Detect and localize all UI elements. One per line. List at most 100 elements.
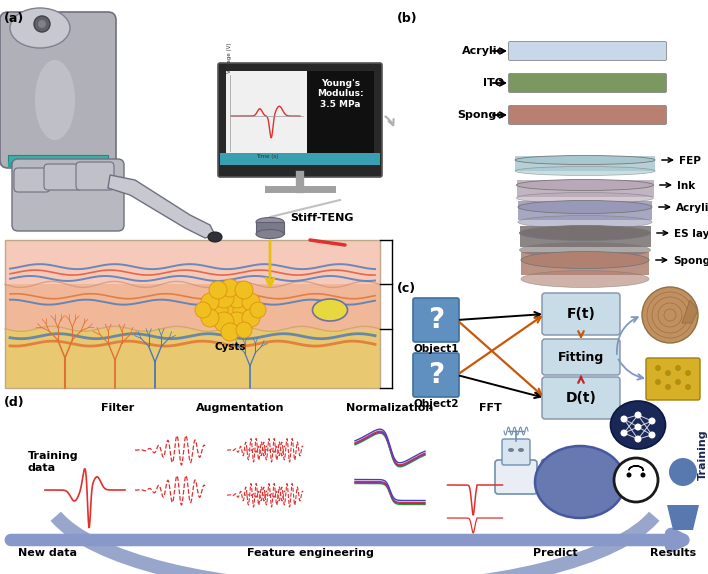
Text: Object1: Object1 — [413, 344, 459, 354]
Text: ES layer: ES layer — [674, 229, 708, 239]
Circle shape — [221, 323, 239, 341]
Text: F(t): F(t) — [566, 307, 595, 321]
Polygon shape — [108, 175, 215, 238]
Text: Object2: Object2 — [413, 399, 459, 409]
Circle shape — [627, 472, 632, 478]
Circle shape — [227, 288, 247, 308]
Text: Ink: Ink — [677, 181, 695, 191]
Circle shape — [642, 287, 698, 343]
Text: D(t): D(t) — [566, 391, 596, 405]
Text: Cysts: Cysts — [215, 342, 246, 352]
Circle shape — [235, 281, 253, 299]
Ellipse shape — [518, 200, 652, 214]
Text: ?: ? — [428, 306, 444, 334]
Bar — [256, 222, 284, 234]
Circle shape — [655, 365, 661, 371]
Ellipse shape — [521, 270, 649, 288]
Text: Acrylic: Acrylic — [462, 46, 504, 56]
Ellipse shape — [515, 156, 655, 165]
Circle shape — [665, 384, 671, 390]
Circle shape — [634, 436, 641, 443]
Text: Training: Training — [698, 430, 708, 480]
Ellipse shape — [208, 232, 222, 242]
Bar — [307, 71, 374, 153]
Circle shape — [233, 299, 255, 321]
Circle shape — [634, 424, 641, 430]
Polygon shape — [682, 300, 698, 323]
Circle shape — [669, 458, 697, 486]
Circle shape — [38, 20, 46, 28]
Text: Stiff-TENG: Stiff-TENG — [290, 213, 353, 223]
Ellipse shape — [518, 448, 524, 452]
Circle shape — [214, 288, 234, 308]
Circle shape — [620, 416, 627, 422]
Text: Acrylic: Acrylic — [676, 203, 708, 213]
FancyBboxPatch shape — [646, 358, 700, 400]
Text: Training
data: Training data — [28, 451, 79, 473]
FancyBboxPatch shape — [44, 164, 82, 190]
FancyBboxPatch shape — [0, 12, 116, 168]
Circle shape — [218, 298, 242, 322]
Circle shape — [665, 370, 671, 376]
Text: Predict: Predict — [532, 548, 577, 558]
Bar — [520, 226, 651, 247]
Text: ML
Model: ML Model — [559, 468, 601, 496]
Bar — [517, 180, 654, 197]
Text: Feature engineering: Feature engineering — [246, 548, 373, 558]
Circle shape — [227, 312, 247, 332]
Text: (d): (d) — [4, 396, 25, 409]
Text: (b): (b) — [397, 12, 418, 25]
Text: ?: ? — [428, 361, 444, 389]
Text: (a): (a) — [4, 12, 24, 25]
Circle shape — [675, 365, 681, 371]
Ellipse shape — [610, 401, 666, 449]
Ellipse shape — [312, 299, 348, 321]
Text: ITO: ITO — [483, 78, 504, 88]
Ellipse shape — [535, 446, 625, 518]
Circle shape — [242, 293, 260, 311]
Text: Voltage (V): Voltage (V) — [227, 42, 232, 73]
Polygon shape — [5, 284, 380, 329]
Ellipse shape — [517, 192, 653, 204]
Circle shape — [641, 472, 646, 478]
Text: New data: New data — [18, 548, 77, 558]
Text: Time (s): Time (s) — [256, 154, 279, 159]
FancyBboxPatch shape — [542, 377, 620, 419]
Text: Filter: Filter — [101, 403, 135, 413]
Ellipse shape — [520, 242, 651, 258]
Ellipse shape — [521, 251, 649, 269]
Circle shape — [242, 309, 260, 327]
Ellipse shape — [515, 166, 655, 176]
FancyBboxPatch shape — [508, 41, 666, 60]
Text: Fitting: Fitting — [558, 351, 604, 363]
FancyBboxPatch shape — [413, 353, 459, 397]
Ellipse shape — [10, 8, 70, 48]
Ellipse shape — [508, 448, 514, 452]
Bar — [8, 162, 108, 168]
Polygon shape — [667, 505, 699, 530]
Text: Sponge: Sponge — [457, 110, 504, 120]
Circle shape — [206, 299, 228, 321]
FancyBboxPatch shape — [502, 439, 530, 465]
Circle shape — [685, 370, 691, 376]
FancyBboxPatch shape — [218, 63, 382, 177]
FancyBboxPatch shape — [542, 339, 620, 375]
Circle shape — [236, 322, 252, 338]
Circle shape — [634, 412, 641, 418]
Circle shape — [195, 302, 211, 318]
Circle shape — [221, 279, 239, 297]
Circle shape — [34, 16, 50, 32]
Bar — [518, 201, 652, 220]
Text: Augmentation: Augmentation — [195, 403, 284, 413]
Bar — [220, 153, 380, 165]
FancyBboxPatch shape — [413, 298, 459, 342]
FancyBboxPatch shape — [76, 162, 114, 190]
Circle shape — [655, 379, 661, 385]
Circle shape — [214, 312, 234, 332]
FancyBboxPatch shape — [508, 73, 666, 92]
Text: FEP: FEP — [679, 156, 701, 166]
Text: Normalization: Normalization — [346, 403, 433, 413]
Circle shape — [685, 384, 691, 390]
Text: Results: Results — [650, 548, 696, 558]
Bar — [226, 71, 307, 153]
